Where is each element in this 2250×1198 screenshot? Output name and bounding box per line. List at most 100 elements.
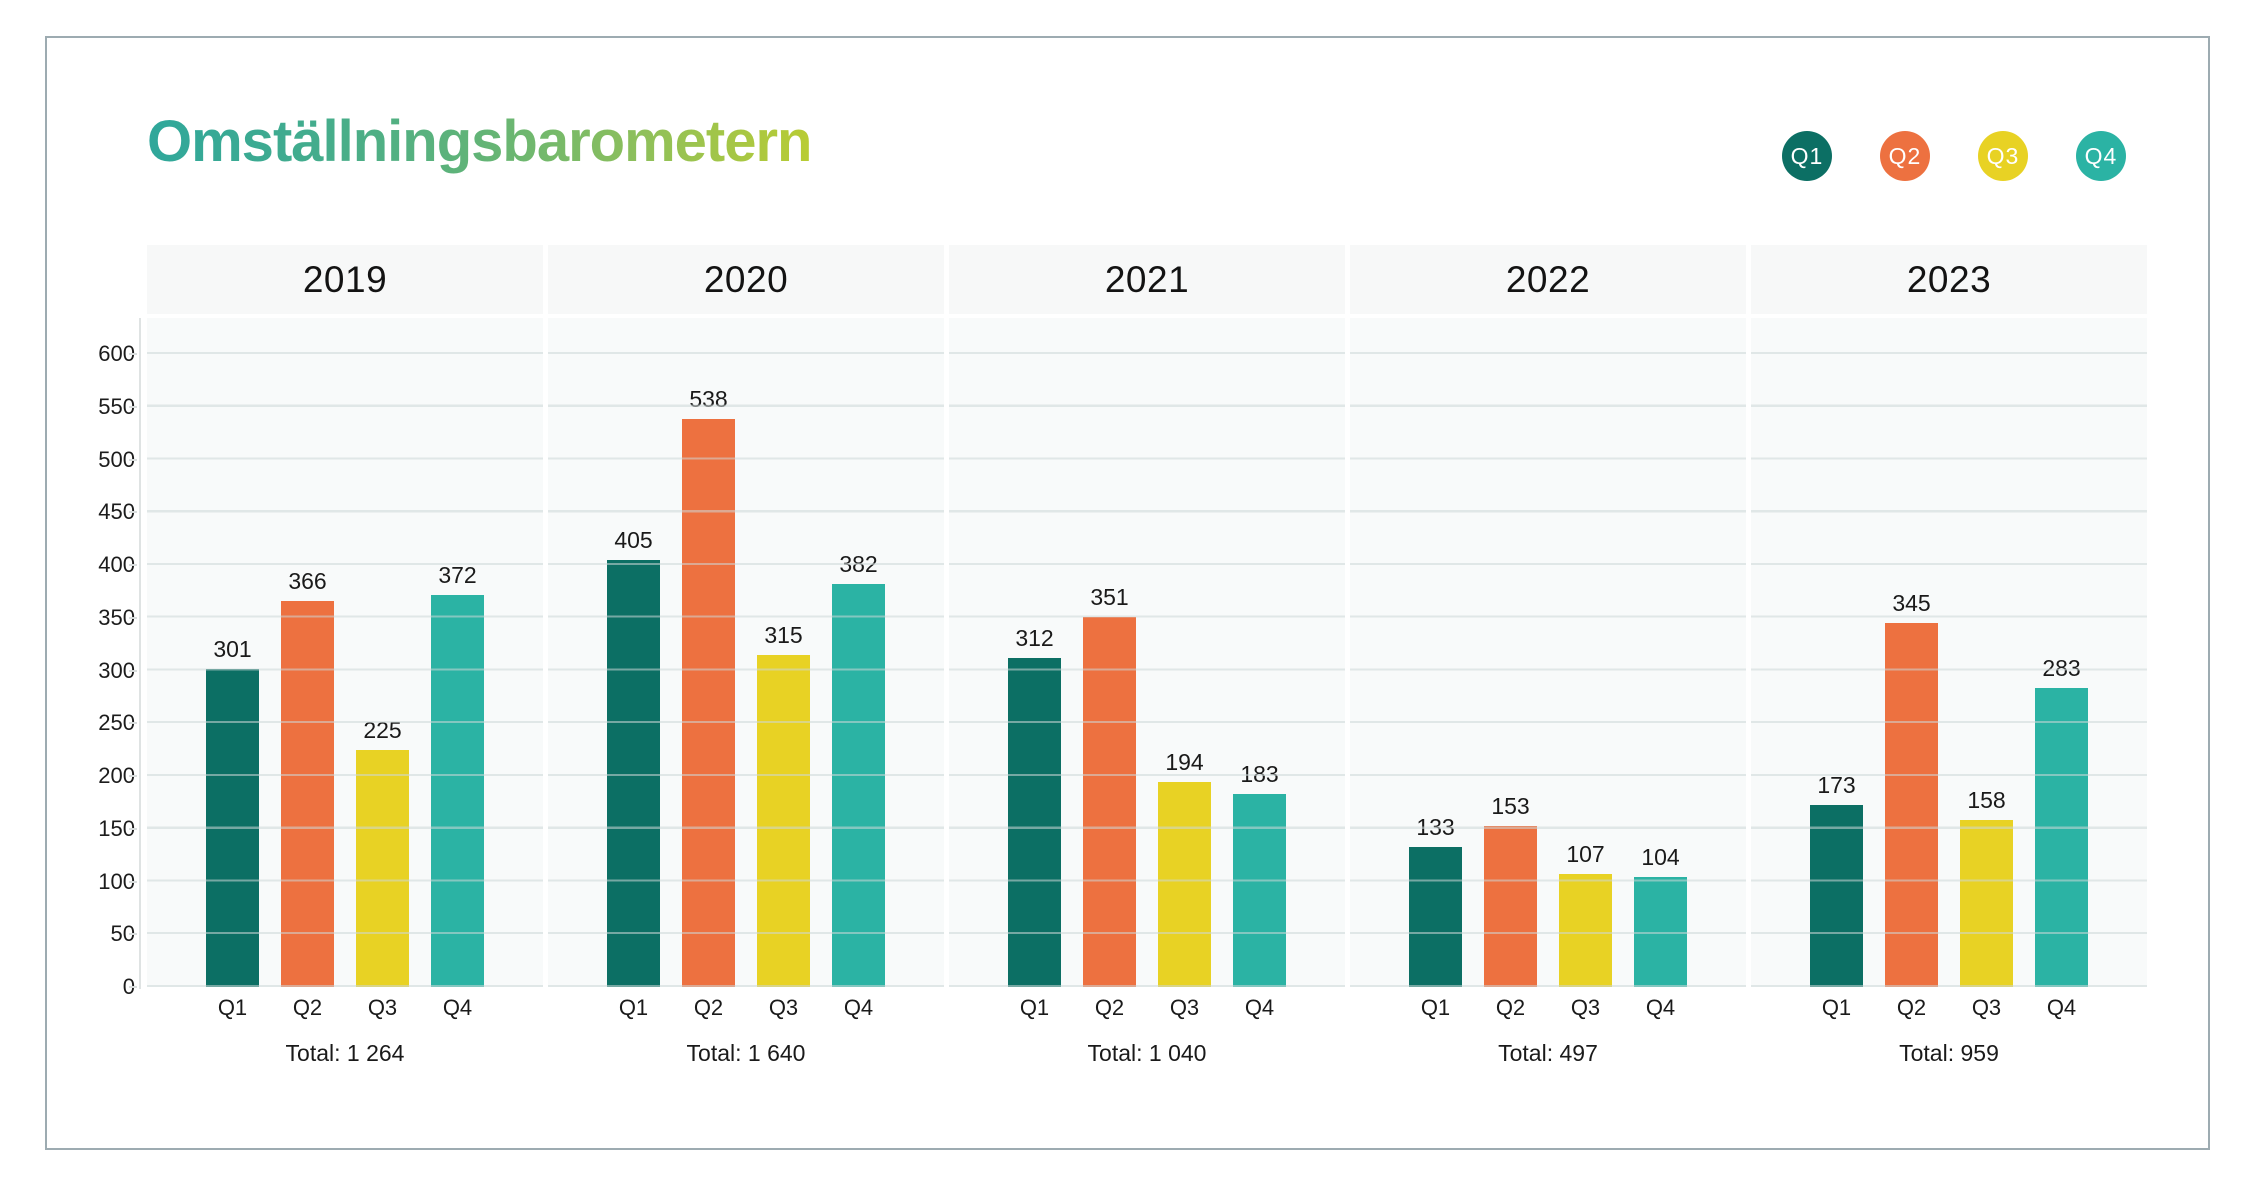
y-axis-tick-label: 350	[98, 604, 135, 630]
bar-2021-q1: 312	[1008, 625, 1061, 987]
bar-value-label: 382	[839, 551, 878, 577]
y-axis-tick-mark	[129, 722, 137, 725]
panel-plot-area: 312 351 194 183	[949, 318, 1345, 987]
chart-card: Omställningsbarometern Q1 Q2 Q3 Q4 600 550 50…	[45, 36, 2210, 1150]
bar-value-label: 405	[614, 526, 653, 553]
bar-value-label: 225	[363, 716, 402, 743]
x-axis-labels: Q1 Q2 Q3 Q4	[1751, 995, 2147, 1021]
x-axis-label-q3: Q3	[367, 995, 398, 1020]
year-total-label: Total: 1 040	[1087, 1040, 1207, 1066]
y-axis-tick-label: 200	[98, 763, 135, 788]
x-axis-label-q4: Q4	[1645, 995, 1676, 1020]
x-axis-label-q3: Q3	[1570, 995, 1601, 1020]
bar-2022-q3: 107	[1559, 841, 1612, 987]
bar-value-label: 158	[1967, 787, 2006, 814]
year-header: 2022	[1350, 245, 1746, 314]
year-header: 2020	[548, 245, 944, 314]
year-total-label: Total: 959	[1899, 1040, 1999, 1066]
bar-2023-q3: 158	[1960, 787, 2013, 987]
year-panel-2021: 2021 312 351 194 183 Q1 Q2 Q3 Q4 Total: 1 040	[949, 245, 1345, 1125]
y-axis-tick-label: 450	[98, 499, 135, 525]
x-axis-label-q2: Q2	[1495, 995, 1526, 1020]
year-panel-2023: 2023 173 345 158 283 Q1 Q2 Q3 Q4 Total: 959	[1751, 245, 2147, 1125]
y-axis-tick-label: 300	[98, 657, 135, 683]
bar-2020-q1: 405	[607, 527, 660, 987]
page-title: Omställningsbarometern	[147, 109, 812, 174]
y-axis-tick-label: 250	[98, 710, 135, 736]
year-panel-2020: 2020 405 538 315 382 Q1 Q2 Q3 Q4 Total: 1 640	[548, 245, 944, 1125]
y-axis-tick-mark	[129, 405, 137, 408]
x-axis-label-q4: Q4	[843, 995, 874, 1020]
year-label: 2021	[1104, 258, 1190, 300]
x-axis-label-q4: Q4	[1244, 995, 1275, 1020]
y-axis-tick-mark	[129, 880, 137, 883]
year-header: 2021	[949, 245, 1345, 314]
y-axis-tick-label: 50	[110, 921, 135, 947]
bar-value-label: 538	[689, 386, 728, 413]
y-axis-tick-label: 150	[98, 815, 135, 841]
bar-value-label: 133	[1416, 813, 1455, 840]
y-axis-tick-mark	[129, 616, 137, 619]
x-axis-label-q3: Q3	[768, 995, 799, 1020]
year-total-label: Total: 1 640	[686, 1040, 806, 1066]
y-axis-tick-label: 400	[98, 552, 135, 577]
y-axis-tick-label: 100	[98, 868, 135, 894]
bar-value-label: 351	[1090, 583, 1129, 610]
bar-2019-q1: 301	[206, 636, 259, 987]
bar-value-label: 301	[213, 636, 252, 663]
bar-2023-q2: 345	[1885, 590, 1938, 987]
bar-value-label: 372	[438, 561, 477, 588]
year-total-label: Total: 497	[1498, 1040, 1598, 1066]
bar-2019-q3: 225	[356, 717, 409, 987]
year-label: 2022	[1505, 258, 1591, 300]
bar-2020-q3: 315	[757, 622, 810, 987]
bar-value-label: 107	[1566, 841, 1605, 868]
bar-2019-q4: 372	[431, 562, 484, 987]
x-axis-label-q1: Q1	[217, 995, 248, 1020]
bar-value-label: 194	[1165, 749, 1204, 776]
x-axis-labels: Q1 Q2 Q3 Q4	[949, 995, 1345, 1021]
year-label: 2019	[302, 258, 388, 300]
year-header: 2023	[1751, 245, 2147, 314]
year-label: 2023	[1906, 258, 1992, 300]
y-axis-tick-label: 0	[122, 974, 135, 999]
x-axis-label-q3: Q3	[1971, 995, 2002, 1020]
year-label: 2020	[703, 258, 789, 300]
panel-plot-area: 301 366 225 372	[147, 318, 543, 987]
x-axis-label-q4: Q4	[2046, 995, 2077, 1020]
bar-2019-q2: 366	[281, 568, 334, 987]
x-axis-label-q2: Q2	[693, 995, 724, 1020]
legend-badge-q4: Q4	[2076, 131, 2126, 181]
y-axis-tick-mark	[129, 564, 137, 566]
y-axis-tick-label: 550	[98, 393, 135, 419]
legend-badge-q1: Q1	[1782, 131, 1832, 181]
bar-2022-q1: 133	[1409, 814, 1462, 987]
bar-value-label: 315	[764, 621, 803, 648]
bar-2020-q4: 382	[832, 551, 885, 987]
bar-value-label: 183	[1240, 760, 1279, 787]
bar-value-label: 153	[1491, 792, 1530, 819]
bar-2021-q3: 194	[1158, 749, 1211, 987]
legend-badge-q3: Q3	[1978, 131, 2028, 181]
bar-2022-q4: 104	[1634, 844, 1687, 987]
y-axis-tick-mark	[129, 775, 137, 777]
year-total-label: Total: 1 264	[285, 1040, 405, 1066]
y-axis-tick-label: 600	[98, 341, 135, 366]
bar-2021-q4: 183	[1233, 761, 1286, 987]
year-header: 2019	[147, 245, 543, 314]
x-axis-labels: Q1 Q2 Q3 Q4	[548, 995, 944, 1021]
chart-panels: 2019 301 366 225 372 Q1 Q2 Q3 Q4 Total: 1 264 2020…	[147, 245, 2147, 1125]
x-axis-labels: Q1 Q2 Q3 Q4	[1350, 995, 1746, 1021]
y-axis-tick-label: 500	[98, 446, 135, 472]
bar-value-label: 104	[1641, 844, 1680, 871]
x-axis-label-q3: Q3	[1169, 995, 1200, 1020]
x-axis-label-q4: Q4	[442, 995, 473, 1020]
y-axis-line	[139, 318, 141, 989]
y-axis-tick-mark	[129, 458, 137, 461]
bar-2021-q2: 351	[1083, 584, 1136, 987]
year-panel-2019: 2019 301 366 225 372 Q1 Q2 Q3 Q4 Total: 1 264	[147, 245, 543, 1125]
bar-value-label: 366	[288, 567, 327, 594]
x-axis-label-q2: Q2	[1094, 995, 1125, 1020]
y-axis-tick-mark	[129, 827, 137, 830]
bar-value-label: 345	[1892, 590, 1931, 617]
